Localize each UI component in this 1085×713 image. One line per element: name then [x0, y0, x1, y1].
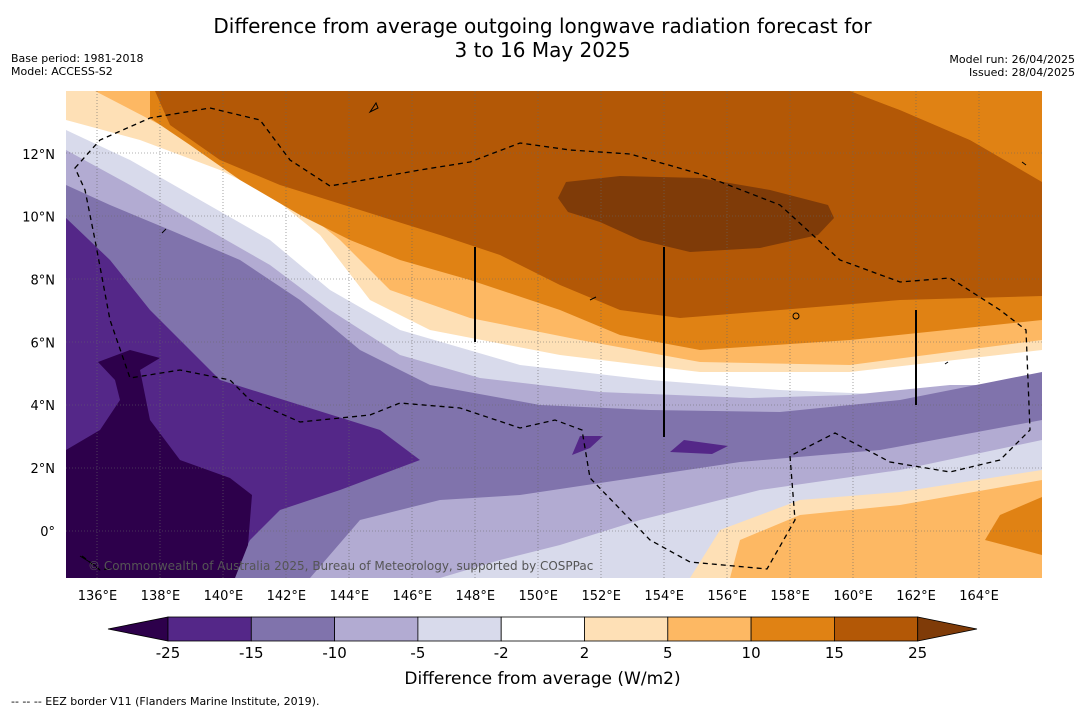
- right-meta: Model run: 26/04/2025 Issued: 28/04/2025: [949, 53, 1075, 79]
- lon-tick-label: 142°E: [267, 589, 307, 604]
- field-patch-minus-15-a: [572, 436, 603, 455]
- model-name: Model: ACCESS-S2: [11, 65, 113, 78]
- copyright-notice: © Commonwealth of Australia 2025, Bureau…: [88, 559, 593, 573]
- field-se-plus-5: [730, 480, 1042, 578]
- colorbar-segment: [584, 616, 669, 642]
- colorbar-segment: [500, 616, 585, 642]
- lon-tick-label: 156°E: [707, 589, 747, 604]
- lon-tick-label: 148°E: [456, 589, 496, 604]
- issued-date: Issued: 28/04/2025: [968, 66, 1075, 79]
- chart-title: Difference from average outgoing longwav…: [0, 14, 1085, 62]
- title-line-1: Difference from average outgoing longwav…: [213, 14, 872, 38]
- colorbar-segment: [334, 616, 419, 642]
- lon-tick-label: 154°E: [644, 589, 684, 604]
- colorbar-segment: [834, 616, 919, 642]
- field-band-plus-10-ne: [850, 91, 1042, 182]
- colorbar-segment: [417, 616, 502, 642]
- lat-tick-label: 2°N: [31, 462, 56, 477]
- lon-tick-label: 150°E: [518, 589, 558, 604]
- olr-anomaly-field: © Commonwealth of Australia 2025, Bureau…: [66, 91, 1042, 578]
- colorbar-tick-label: -5: [410, 644, 425, 662]
- graticule: [66, 91, 1042, 578]
- lon-tick-label: 160°E: [833, 589, 873, 604]
- field-patch-minus-15-b: [670, 440, 728, 454]
- lat-tick-label: 4°N: [31, 399, 56, 414]
- colorbar-title: Difference from average (W/m2): [404, 669, 681, 689]
- lon-tick-label: 158°E: [770, 589, 810, 604]
- field-band-minus-25: [66, 350, 252, 578]
- eez-border: [74, 107, 1031, 571]
- colorbar-tick-label: 10: [742, 644, 761, 662]
- colorbar-tick-label: 25: [908, 644, 927, 662]
- colorbar-segment: [167, 616, 252, 642]
- lat-tick-label: 8°N: [31, 274, 56, 289]
- lat-tick-label: 6°N: [31, 336, 56, 351]
- model-run: Model run: 26/04/2025: [949, 53, 1075, 66]
- colorbar-tick-label: 2: [580, 644, 590, 662]
- title-line-2: 3 to 16 May 2025: [454, 38, 631, 62]
- lat-tick-label: 12°N: [22, 148, 55, 163]
- latitude-tick-labels: 0° 2°N 4°N 6°N 8°N 10°N 12°N: [22, 148, 55, 540]
- colorbar: -25 -15 -10 -5 -2 2 5 10 15 25: [107, 616, 978, 662]
- field-se-plus-10: [985, 497, 1042, 555]
- lon-tick-label: 162°E: [896, 589, 936, 604]
- lon-tick-label: 144°E: [330, 589, 370, 604]
- lat-tick-label: 0°: [40, 525, 55, 540]
- colorbar-tick-label: -25: [156, 644, 181, 662]
- lon-tick-label: 138°E: [141, 589, 181, 604]
- colorbar-tick-label: 15: [825, 644, 844, 662]
- colorbar-extend-high: [917, 616, 978, 642]
- lat-tick-label: 10°N: [22, 211, 55, 226]
- longitude-tick-labels: 136°E 138°E 140°E 142°E 144°E 146°E 148°E 150°E…: [78, 589, 999, 604]
- section-markers: [474, 247, 917, 437]
- colorbar-tick-label: -10: [322, 644, 347, 662]
- colorbar-extend-low: [107, 616, 169, 642]
- colorbar-tick-label: -15: [239, 644, 264, 662]
- colorbar-tick-label: 5: [663, 644, 673, 662]
- colorbar-segment: [250, 616, 336, 642]
- coastlines: [79, 101, 1027, 567]
- lon-tick-label: 140°E: [204, 589, 244, 604]
- lon-tick-label: 152°E: [581, 589, 621, 604]
- lon-tick-label: 146°E: [393, 589, 433, 604]
- colorbar-tick-label: -2: [494, 644, 509, 662]
- eez-footnote: -- -- -- EEZ border V11 (Flanders Marine…: [11, 695, 320, 708]
- lon-tick-label: 136°E: [78, 589, 118, 604]
- field-band-plus-25: [558, 176, 834, 252]
- colorbar-segment: [667, 616, 752, 642]
- left-meta: Base period: 1981-2018 Model: ACCESS-S2: [11, 52, 143, 78]
- lon-tick-label: 164°E: [959, 589, 999, 604]
- colorbar-segment: [750, 616, 835, 642]
- base-period: Base period: 1981-2018: [11, 52, 144, 65]
